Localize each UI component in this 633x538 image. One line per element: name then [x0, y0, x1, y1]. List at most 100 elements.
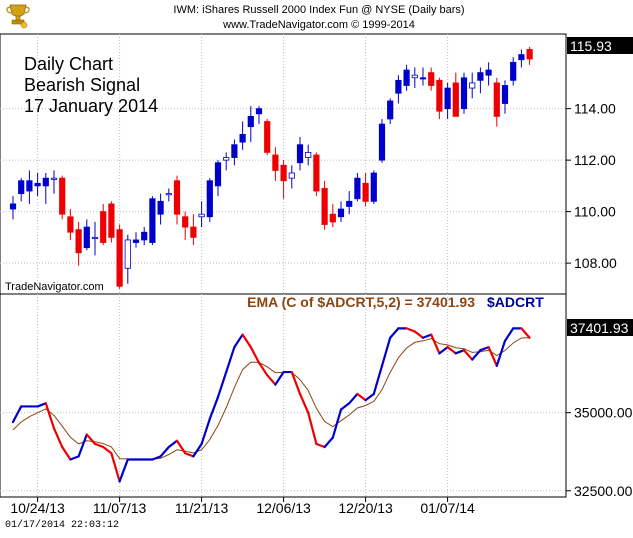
candle-body [264, 121, 271, 153]
adcrt-series-segment [241, 333, 252, 349]
adcrt-series-segment [348, 392, 359, 405]
adcrt-series-segment [184, 452, 195, 458]
adcrt-series-segment [44, 402, 56, 430]
adcrt-series-segment [69, 455, 80, 461]
trophy-logo-icon [6, 4, 30, 29]
candle-body [296, 144, 304, 164]
adcrt-series-segment [372, 364, 384, 396]
adcrt-series-segment [36, 402, 47, 408]
annotation-line-1: Daily Chart [24, 54, 113, 74]
adcrt-series-segment [11, 405, 23, 424]
candle-body [34, 182, 41, 187]
indicator-last-value: 37401.93 [570, 320, 629, 336]
adcrt-series-segment [339, 402, 351, 411]
indicator-last-value-box [567, 319, 633, 336]
annotation-line-2: Bearish Signal [24, 75, 140, 95]
adcrt-series-segment [159, 445, 170, 458]
candlestick-series [9, 46, 533, 289]
adcrt-series-segment [503, 327, 515, 342]
candle-body [157, 200, 164, 215]
adcrt-series-segment [192, 442, 203, 458]
candle-body [354, 177, 361, 200]
price-grid [0, 34, 566, 294]
candle-body [173, 180, 181, 215]
candle-body [165, 193, 172, 196]
adcrt-series-segment [307, 411, 318, 446]
candle-body [378, 123, 386, 161]
candle-body [526, 49, 533, 60]
indicator-lines [11, 327, 531, 483]
adcrt-series-segment [331, 408, 343, 439]
watermark: TradeNavigator.com [5, 281, 104, 293]
adcrt-series-segment [520, 327, 531, 339]
candle-body [18, 180, 25, 195]
candle-body [91, 236, 99, 239]
adcrt-series-segment [200, 417, 211, 446]
adcrt-series-segment [454, 349, 466, 355]
price-y-tick-label: 112.00 [574, 152, 616, 168]
adcrt-series-segment [257, 361, 269, 377]
x-tick-label: 10/24/13 [10, 500, 65, 516]
candle-body [149, 198, 156, 243]
candle-body [124, 239, 131, 269]
candle-body [141, 231, 148, 241]
adcrt-series-segment [93, 442, 105, 449]
candle-body [485, 69, 492, 76]
adcrt-series-segment [421, 333, 433, 339]
indicator-symbol-label: $ADCRT [487, 294, 544, 310]
adcrt-series-segment [446, 345, 457, 355]
adcrt-series-segment [438, 345, 449, 355]
copyright-line: www.TradeNavigator.com © 1999-2014 [222, 19, 415, 31]
candle-body [255, 108, 263, 115]
axis-labels: 10/24/13 11/07/13 11/21/13 12/06/13 12/20/13… [10, 101, 632, 516]
candle-body [231, 144, 238, 158]
adcrt-series-segment [225, 345, 236, 374]
adcrt-series-segment [110, 452, 121, 483]
candle-body [272, 154, 279, 171]
adcrt-series-segment [430, 333, 441, 355]
candle-body [305, 152, 312, 158]
adcrt-series-segment [323, 436, 334, 449]
candle-body [239, 133, 246, 143]
candle-body [460, 77, 468, 110]
candle-body [518, 54, 525, 61]
adcrt-series-segment [61, 445, 72, 461]
adcrt-series-segment [298, 392, 310, 414]
candle-body [42, 177, 49, 187]
adcrt-series-segment [462, 349, 474, 361]
indicator-grid [0, 294, 566, 497]
adcrt-series-segment [151, 455, 162, 461]
candle-body [50, 177, 58, 180]
x-tick-label: 01/07/14 [420, 500, 475, 516]
candle-body [223, 157, 230, 161]
candle-body [116, 229, 123, 287]
price-y-tick-label: 108.00 [574, 255, 617, 271]
candle-body [403, 69, 410, 86]
candle-body [493, 82, 500, 117]
price-y-tick-label: 110.00 [574, 204, 616, 220]
x-tick-label: 12/06/13 [256, 500, 311, 516]
adcrt-series-segment [208, 395, 220, 421]
adcrt-series-segment [471, 349, 482, 361]
adcrt-series-segment [266, 374, 277, 386]
adcrt-series-segment [356, 392, 367, 402]
annotation-line-3: 17 January 2014 [24, 96, 158, 116]
chart-title: IWM: iShares Russell 2000 Index Fun @ NY… [173, 4, 464, 16]
adcrt-series-segment [249, 345, 261, 364]
price-last-value: 115.93 [570, 38, 612, 54]
candle-body [370, 172, 377, 202]
adcrt-series-segment [233, 333, 244, 349]
x-tick-label: 12/20/13 [338, 500, 393, 516]
candle-body [444, 87, 451, 110]
x-tick-label: 11/07/13 [93, 500, 147, 516]
candle-body [214, 162, 222, 187]
candle-body [198, 213, 205, 218]
adcrt-series-segment [290, 370, 302, 396]
candle-body [346, 200, 353, 207]
candle-body [362, 182, 369, 202]
candle-body [75, 229, 82, 254]
indicator-panel [0, 293, 567, 498]
adcrt-series-segment [167, 439, 179, 449]
